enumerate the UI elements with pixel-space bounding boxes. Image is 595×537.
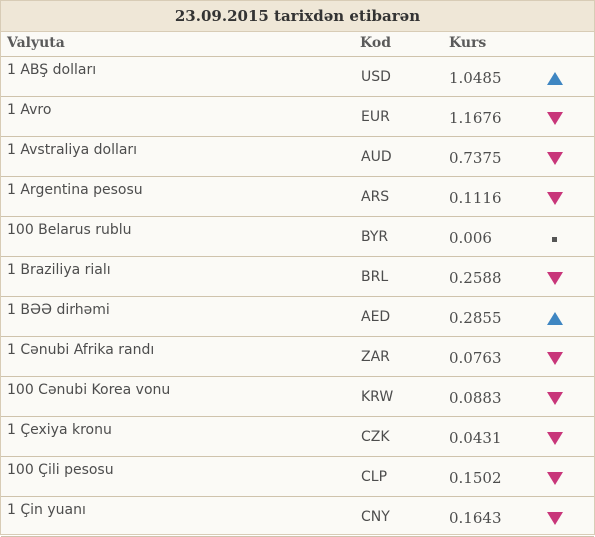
table-row: 1 Çexiya kronu CZK 0.0431 <box>1 417 594 457</box>
currency-rate: 0.1116 <box>449 189 502 207</box>
table-row: 100 Çili pesosu CLP 0.1502 <box>1 457 594 497</box>
currency-code: ZAR <box>361 349 390 365</box>
table-title: 23.09.2015 tarixdən etibarən <box>1 1 594 32</box>
table-row: 1 Braziliya rialı BRL 0.2588 <box>1 257 594 297</box>
table-row: 1 ABŞ dolları USD 1.0485 <box>1 57 594 97</box>
currency-rate: 0.2588 <box>449 269 502 287</box>
trend-down-icon <box>547 432 563 446</box>
trend-down-icon <box>547 352 563 366</box>
currency-code: BRL <box>361 269 389 285</box>
currency-name: 100 Çili pesosu <box>7 462 114 478</box>
currency-code: KRW <box>361 389 394 405</box>
currency-rate: 0.2855 <box>449 309 502 327</box>
trend-unchanged-icon <box>547 232 563 246</box>
currency-name: 1 Avro <box>7 102 52 118</box>
currency-rate: 0.0431 <box>449 429 502 447</box>
table-row: 100 Cənubi Korea vonu KRW 0.0883 <box>1 377 594 417</box>
currency-name: 1 Çin yuanı <box>7 502 86 518</box>
currency-name: 1 Braziliya rialı <box>7 262 111 278</box>
currency-name: 100 Cənubi Korea vonu <box>7 382 171 398</box>
trend-down-icon <box>547 152 563 166</box>
currency-rate: 0.1502 <box>449 469 502 487</box>
table-row: 100 Belarus rublu BYR 0.006 <box>1 217 594 257</box>
table-body: 1 ABŞ dolları USD 1.0485 1 Avro EUR 1.1676 1 A… <box>1 57 594 537</box>
table-header: Valyuta Kod Kurs <box>1 32 594 57</box>
currency-rate: 0.7375 <box>449 149 502 167</box>
trend-down-icon <box>547 192 563 206</box>
currency-rate: 1.0485 <box>449 69 502 87</box>
trend-up-icon <box>547 72 563 86</box>
currency-rate: 0.006 <box>449 229 492 247</box>
trend-down-icon <box>547 512 563 526</box>
trend-down-icon <box>547 272 563 286</box>
currency-name: 1 ABŞ dolları <box>7 62 97 78</box>
trend-down-icon <box>547 112 563 126</box>
currency-code: USD <box>361 69 391 85</box>
currency-code: AED <box>361 309 391 325</box>
currency-code: CLP <box>361 469 388 485</box>
currency-name: 1 Argentina pesosu <box>7 182 143 198</box>
currency-code: BYR <box>361 229 389 245</box>
table-row: 1 Cənubi Afrika randı ZAR 0.0763 <box>1 337 594 377</box>
table-row: 1 Çin yuanı CNY 0.1643 <box>1 497 594 537</box>
column-header-code: Kod <box>360 35 391 51</box>
table-row: 1 Argentina pesosu ARS 0.1116 <box>1 177 594 217</box>
currency-name: 1 Avstraliya dolları <box>7 142 138 158</box>
currency-name: 1 Çexiya kronu <box>7 422 112 438</box>
column-header-currency: Valyuta <box>7 35 65 51</box>
trend-down-icon <box>547 392 563 406</box>
trend-down-icon <box>547 472 563 486</box>
trend-up-icon <box>547 312 563 326</box>
currency-rate: 0.1643 <box>449 509 502 527</box>
currency-code: AUD <box>361 149 392 165</box>
currency-rate: 0.0763 <box>449 349 502 367</box>
column-header-rate: Kurs <box>449 35 487 51</box>
currency-code: CZK <box>361 429 390 445</box>
currency-name: 1 Cənubi Afrika randı <box>7 342 155 358</box>
currency-code: EUR <box>361 109 390 125</box>
table-row: 1 Avstraliya dolları AUD 0.7375 <box>1 137 594 177</box>
currency-name: 100 Belarus rublu <box>7 222 132 238</box>
currency-name: 1 BƏƏ dirhəmi <box>7 302 110 318</box>
currency-rate: 0.0883 <box>449 389 502 407</box>
currency-code: ARS <box>361 189 390 205</box>
currency-rate: 1.1676 <box>449 109 502 127</box>
table-row: 1 Avro EUR 1.1676 <box>1 97 594 137</box>
currency-code: CNY <box>361 509 390 525</box>
table-row: 1 BƏƏ dirhəmi AED 0.2855 <box>1 297 594 337</box>
